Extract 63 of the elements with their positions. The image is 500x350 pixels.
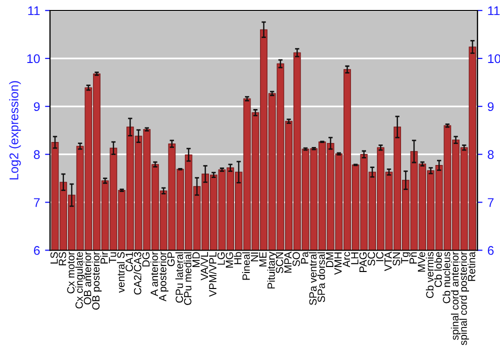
- x-tick-label: Pineal: [242, 252, 250, 280]
- x-tick-label: MPA: [284, 252, 292, 273]
- x-tick-label: Cb lobe: [434, 252, 442, 288]
- y-tick-label: 6: [34, 246, 40, 255]
- x-tick-label: DG: [142, 252, 150, 266]
- x-tick-label: Cx motor: [67, 252, 75, 294]
- x-tick-label: CA2/CA3: [134, 252, 142, 295]
- y2-tick-label: 9: [488, 102, 494, 112]
- y2-tick-label: 11: [488, 6, 500, 16]
- x-tick-label: spinal cord anterior: [450, 252, 461, 340]
- x-tick-label: Arc: [342, 252, 350, 268]
- x-tick-label: RS: [58, 252, 66, 266]
- x-tick-label: Hb: [234, 252, 242, 264]
- y-tick-label: 11: [28, 6, 40, 16]
- x-tick-label: SO: [292, 252, 300, 266]
- x-tick-label: IC: [376, 252, 384, 262]
- y2-tick-label: 7: [488, 198, 494, 207]
- x-tick-label: CPu medial: [184, 252, 192, 305]
- y-tick-label: 10: [27, 54, 40, 64]
- x-tick-label: Tg: [401, 252, 411, 264]
- x-tick-label: Cb vermis: [426, 252, 434, 298]
- x-tick-label: SC: [368, 252, 376, 266]
- x-tick-label: Cb nucleus: [442, 252, 450, 304]
- x-tick-label: Tu: [108, 252, 116, 264]
- y2-tick-label: 6: [488, 246, 494, 255]
- x-tick-label: ventral S: [116, 252, 125, 293]
- x-tick-label: OB anterior: [84, 252, 92, 304]
- x-tick-label: VPM/VPL: [208, 252, 216, 297]
- x-tick-label: SCN: [276, 252, 284, 274]
- x-tick-label: NI: [250, 252, 258, 262]
- x-tick-label: VTA: [384, 252, 392, 272]
- x-tick-label: Cx cingulate: [75, 252, 85, 308]
- x-tick-label: MVe: [418, 252, 426, 272]
- x-tick-label: LH: [351, 252, 358, 264]
- x-tick-label: CA1: [126, 252, 133, 272]
- x-tick-label: ME: [259, 252, 266, 266]
- x-tick-label: Pa: [301, 252, 308, 264]
- x-tick-label: CPu lateral: [175, 252, 184, 303]
- y-tick-label: 7: [34, 198, 40, 207]
- x-tick-label: Pituitary: [267, 252, 277, 288]
- x-tick-label: Pir: [100, 252, 108, 264]
- x-tick-label: MD: [192, 252, 200, 267]
- x-tick-label: VA/VL: [200, 252, 208, 280]
- x-tick-label: A anterior: [150, 252, 158, 296]
- x-tick-label: LS: [50, 252, 58, 264]
- x-tick-label: SPa dorsal: [317, 252, 325, 302]
- x-tick-label: Retina: [468, 252, 476, 281]
- x-tick-label: LG: [217, 252, 225, 265]
- x-tick-label: Pn: [410, 252, 417, 264]
- x-tick-label: MG: [226, 252, 234, 268]
- x-tick-label: SN: [392, 252, 400, 266]
- x-tick-label: DM: [326, 252, 334, 267]
- x-tick-label: PAG: [359, 252, 367, 272]
- y-tick-label: 8: [34, 150, 40, 159]
- x-tick-label: A posterior: [158, 252, 168, 302]
- y2-tick-label: 8: [488, 150, 494, 159]
- y-tick-label: 9: [34, 102, 40, 112]
- y-axis-title: Log2 (expression): [9, 81, 21, 180]
- x-tick-label: SPa ventral: [308, 252, 317, 306]
- x-tick-label: OB posterior: [92, 252, 102, 310]
- x-tick-label: GP: [167, 252, 175, 266]
- x-tick-label: spinal cord posterior: [459, 252, 469, 346]
- x-tick-label: VMH: [334, 252, 342, 275]
